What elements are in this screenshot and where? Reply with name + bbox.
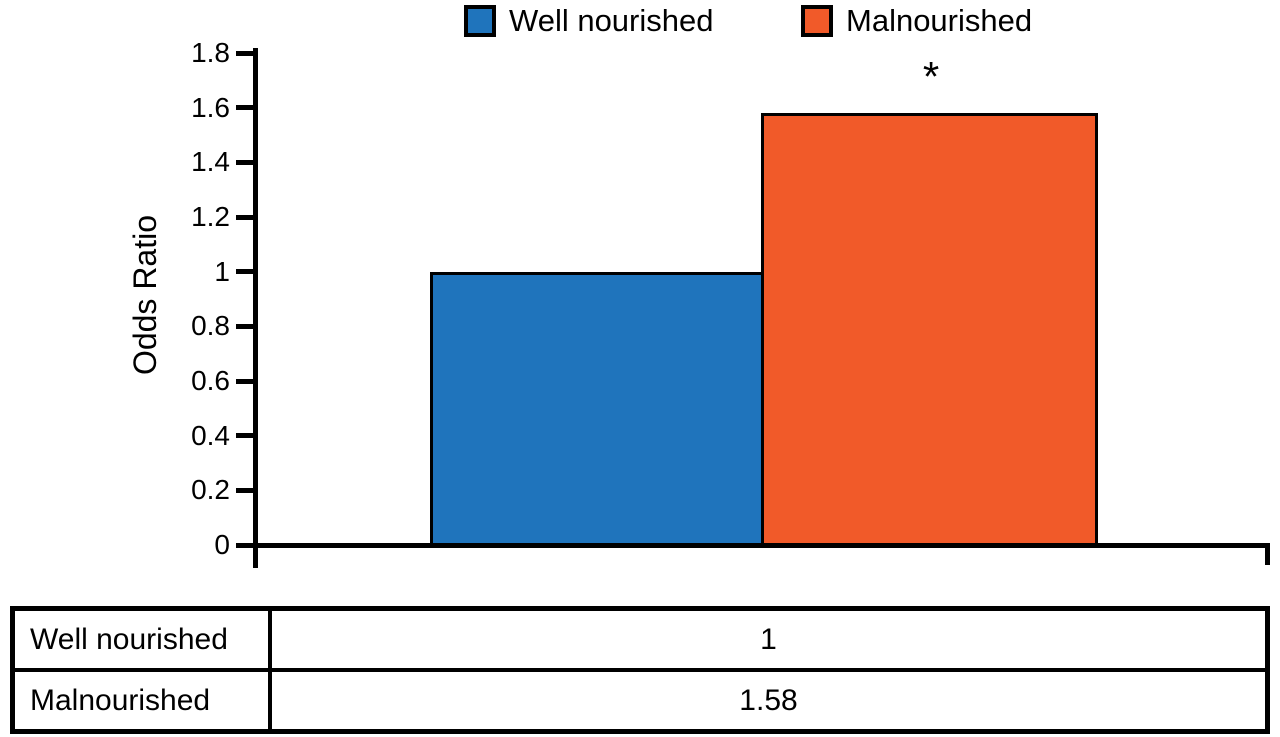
y-axis-tick-label: 0.6 bbox=[191, 365, 230, 396]
y-axis-tick-label: 0.8 bbox=[191, 310, 230, 342]
table-row-label: Malnourished bbox=[10, 668, 272, 734]
y-axis-tick-label: 0.4 bbox=[191, 419, 230, 451]
y-axis-line bbox=[253, 48, 258, 568]
legend-swatch-well-nourished-icon bbox=[464, 5, 496, 37]
y-axis-tick-label: 0 bbox=[214, 529, 230, 560]
y-axis-tick-label: 1.4 bbox=[191, 146, 230, 178]
y-axis-tick-label: 1 bbox=[214, 255, 230, 287]
table-row-value: 1.58 bbox=[268, 668, 1270, 734]
table-row-well-nourished: Well nourished 1 bbox=[10, 606, 1270, 672]
legend-swatch-malnourished-icon bbox=[801, 5, 833, 37]
significance-asterisk: * bbox=[922, 53, 940, 100]
y-axis-tick bbox=[236, 159, 258, 165]
y-axis-tick bbox=[236, 378, 258, 384]
y-axis-tick bbox=[236, 105, 258, 111]
y-axis-tick bbox=[236, 542, 258, 548]
bar-well-nourished bbox=[430, 271, 764, 547]
y-axis-tick-label: 1.6 bbox=[191, 91, 230, 123]
bar-malnourished bbox=[761, 113, 1098, 547]
y-axis-tick bbox=[236, 269, 258, 275]
legend-label-well-nourished: Well nourished bbox=[509, 3, 714, 38]
x-axis-line bbox=[253, 543, 1270, 548]
table-row-value: 1 bbox=[268, 606, 1270, 672]
y-axis-tick bbox=[236, 214, 258, 220]
y-axis-tick-label: 0.2 bbox=[191, 474, 230, 506]
legend-label-malnourished: Malnourished bbox=[846, 3, 1033, 38]
legend-item-well-nourished: Well nourished bbox=[464, 2, 713, 40]
y-axis-tick bbox=[236, 50, 258, 56]
y-axis-tick bbox=[236, 323, 258, 329]
table-row-label: Well nourished bbox=[10, 606, 272, 672]
y-axis-tick-label: 1.8 bbox=[191, 37, 230, 68]
x-axis-end-tick bbox=[1265, 543, 1270, 565]
y-axis-tick-label: 1.2 bbox=[191, 201, 230, 232]
y-axis-tick bbox=[236, 487, 258, 493]
y-axis-tick bbox=[236, 433, 258, 439]
table-row-malnourished: Malnourished 1.58 bbox=[10, 668, 1270, 734]
legend-item-malnourished: Malnourished bbox=[801, 2, 1032, 40]
data-table: Well nourished 1 Malnourished 1.58 bbox=[10, 606, 1270, 734]
